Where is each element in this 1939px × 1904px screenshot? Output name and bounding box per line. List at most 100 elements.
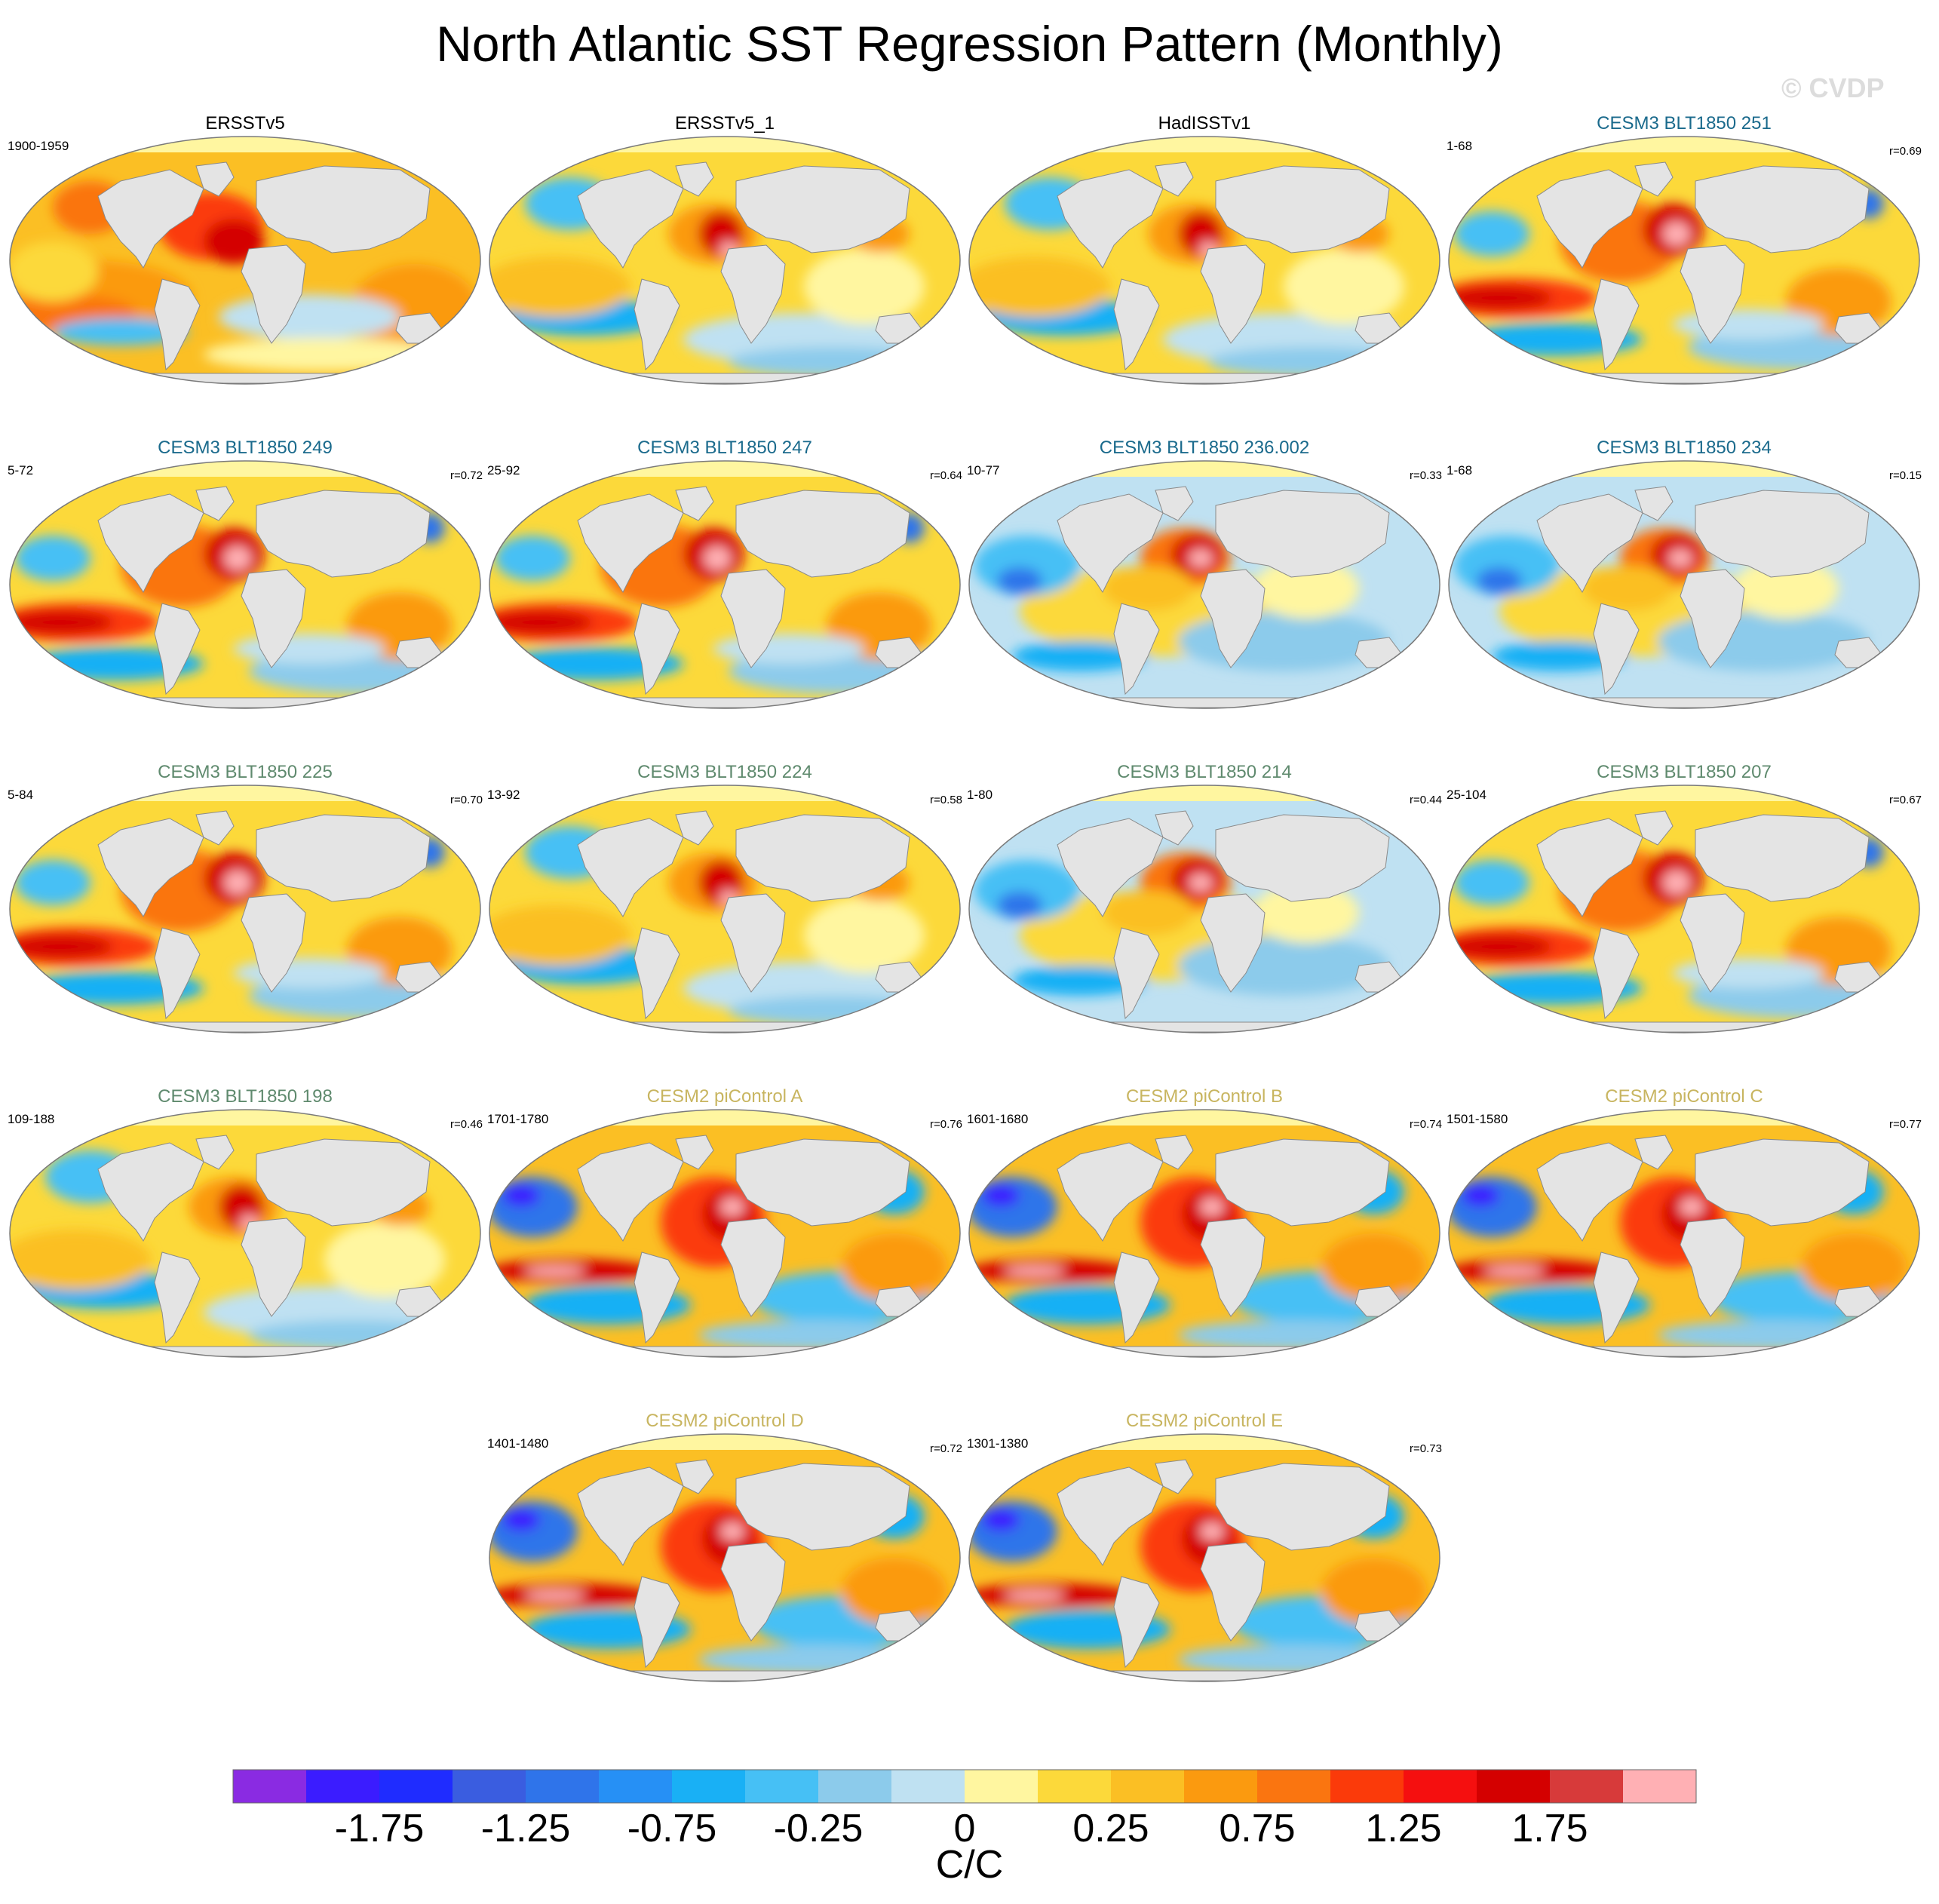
panel-correlation: r=0.46 [450,1118,483,1131]
colorbar-swatch [1623,1770,1697,1803]
sst-anomaly-region [804,898,925,973]
land-mass [1057,1142,1164,1242]
land-mass [1200,1542,1266,1641]
land-mass [1215,1463,1390,1551]
panel-title: CESM3 BLT1850 214 [1117,762,1292,782]
panel-period: 25-92 [487,463,520,478]
colorbar-swatch [891,1770,965,1803]
land-mass [1155,486,1194,521]
polar-band [969,785,1440,801]
polar-band [969,137,1440,152]
land-mass [1057,818,1164,917]
map-border [968,785,1440,1033]
colorbar-swatch [379,1770,453,1803]
panel-title: CESM3 BLT1850 198 [158,1086,333,1107]
sst-anomaly-region [1733,558,1839,619]
sst-anomaly-region [10,935,113,959]
sst-anomaly-region [1663,871,1690,895]
sst-anomaly-region [729,996,940,1026]
land-mass [154,1251,201,1344]
sst-map [1448,460,1920,709]
map-border [968,1433,1440,1682]
land-mass [1113,1576,1160,1669]
panel-period: 1-68 [1447,463,1473,478]
sst-anomaly-region [729,347,940,377]
sst-anomaly-region [15,860,91,905]
land-mass [1057,493,1164,593]
land-mass [1033,1346,1376,1357]
sst-anomaly-region [720,1198,744,1216]
land-mass [1593,927,1640,1020]
land-mass [1593,603,1640,696]
colorbar-tick-label: -1.25 [480,1807,571,1850]
land-mass [1695,490,1870,578]
land-mass [735,490,910,578]
land-mass [195,1135,235,1170]
colorbar-swatch [672,1770,746,1803]
colorbar-swatch [965,1770,1039,1803]
panel-period: 1601-1680 [967,1112,1029,1126]
sst-anomaly-region [842,1558,947,1626]
panel-title: HadISSTv1 [1158,113,1251,134]
land-mass [241,1218,306,1317]
map-border [1448,136,1920,385]
land-mass [1680,569,1745,668]
land-mass [577,818,684,917]
map-panel: CESM3 BLT1850 234 1-68 r=0.15 [1447,438,1922,762]
panel-title: CESM2 piControl D [646,1411,804,1431]
panel-title: CESM2 piControl E [1125,1411,1284,1431]
land-mass [154,278,201,371]
polar-band [1449,461,1919,477]
land-mass [1695,814,1870,902]
panel-period: 25-104 [1447,788,1486,802]
sst-anomaly-region [1178,935,1389,996]
panel-period: 1401-1480 [487,1436,549,1451]
panel-period: 5-84 [8,788,34,802]
land-mass [720,569,786,668]
map-border [968,1109,1440,1358]
land-mass [1033,697,1376,708]
land-mass [1215,814,1390,902]
sst-anomaly-region [1668,549,1692,567]
sst-map [489,1109,961,1358]
sst-anomaly-region [1253,558,1359,619]
land-mass [74,697,416,708]
land-mass [1033,373,1376,384]
land-mass [1634,1135,1674,1170]
sst-anomaly-region [219,294,400,339]
panel-correlation: r=0.72 [930,1442,962,1455]
panel-title: CESM2 piControl A [646,1086,803,1107]
sst-anomaly-region [804,249,925,324]
colorbar-swatch [599,1770,673,1803]
sst-anomaly-region [698,1645,925,1675]
sst-anomaly-region [1492,641,1628,671]
sst-anomaly-region [489,905,630,966]
land-mass [1680,244,1745,344]
land-mass [256,814,431,902]
land-mass [97,1142,204,1242]
land-mass [577,1466,684,1566]
sst-map [968,136,1440,385]
land-mass [1200,569,1266,668]
panel-title: CESM3 BLT1850 207 [1597,762,1772,782]
land-mass [74,373,416,384]
sst-anomaly-region [1178,611,1389,671]
map-border [968,136,1440,385]
land-mass [241,244,306,344]
land-mass [241,569,306,668]
land-mass [1113,603,1160,696]
land-mass [1057,169,1164,269]
land-mass [241,893,306,993]
sst-anomaly-region [1449,1177,1537,1237]
sst-map [9,136,481,385]
sst-anomaly-region [324,1222,445,1297]
land-mass [554,1670,896,1681]
land-mass [74,1021,416,1033]
colorbar-frame [232,1769,1697,1804]
land-mass [554,1021,896,1033]
colorbar-tick-label: 1.75 [1511,1807,1588,1850]
land-mass [1680,1218,1745,1317]
sst-anomaly-region [1178,1645,1404,1675]
sst-anomaly-region [1284,249,1404,324]
land-mass [735,814,910,902]
